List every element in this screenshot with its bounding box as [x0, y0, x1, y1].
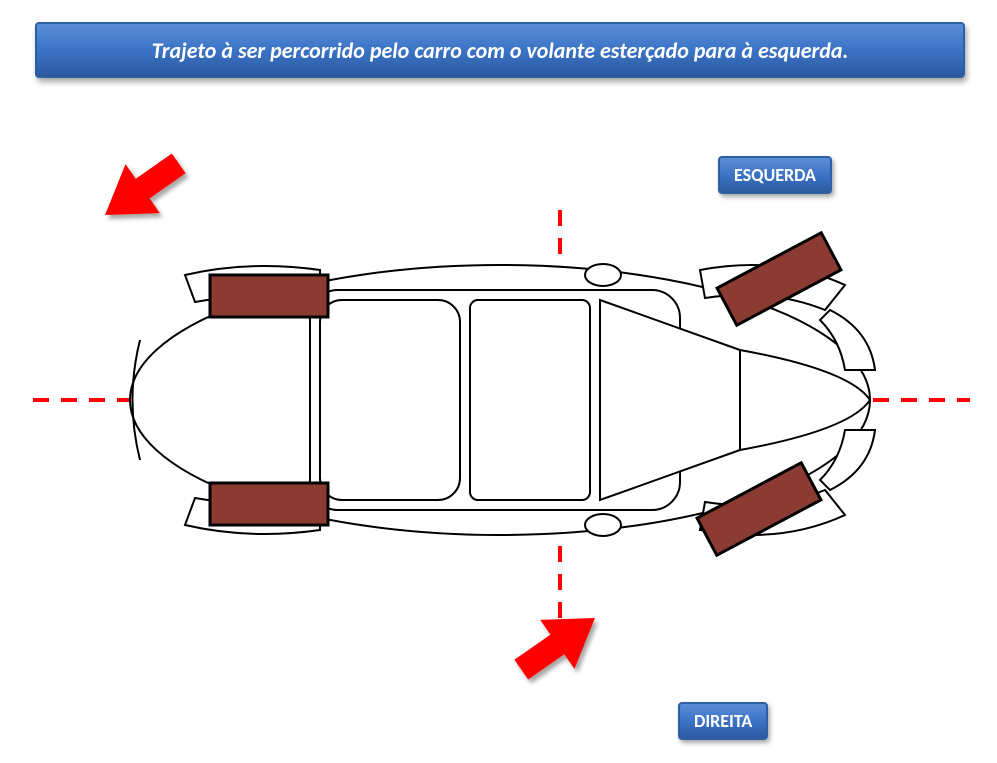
- diagram-stage: [0, 0, 997, 763]
- car-roof-panel: [470, 300, 590, 500]
- car-rear-window: [320, 300, 460, 500]
- wheel-rear-left: [210, 275, 328, 317]
- wheel-rear-right: [210, 483, 328, 525]
- car-mirror-right: [585, 514, 621, 536]
- car-mirror-left: [585, 264, 621, 286]
- arrow-rear: [105, 154, 186, 216]
- arrow-front: [514, 618, 595, 680]
